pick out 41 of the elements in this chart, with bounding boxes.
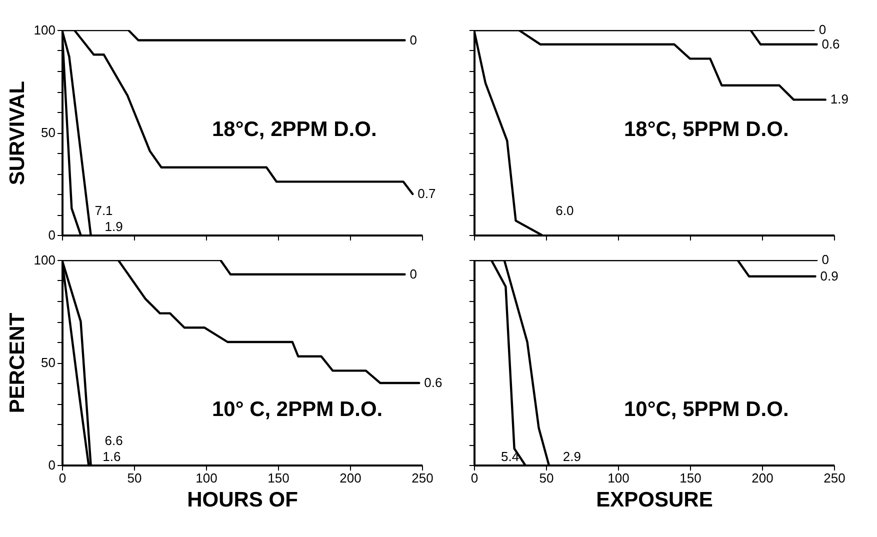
x-tick-label: 150	[680, 470, 702, 486]
y-tick-label: 0	[48, 458, 56, 472]
y-tick-label: 100	[34, 22, 56, 38]
x-tick-label: 200	[340, 470, 362, 486]
x-tick-label: 150	[268, 470, 290, 486]
x-tick-label: 100	[608, 470, 630, 486]
series-label: 1.9	[104, 219, 123, 234]
series-label: 0	[410, 32, 417, 48]
x-tick-label: 50	[127, 470, 142, 486]
x-tick-label: 200	[752, 470, 774, 486]
series-label: 1.9	[830, 92, 848, 107]
x-tick-label: 0	[58, 470, 66, 486]
series-label: 0.6	[822, 36, 840, 52]
text: 10° C, 2PPM D.O.	[212, 398, 383, 421]
y-tick-label: 50	[41, 125, 56, 140]
x-tick-label: 100	[196, 470, 218, 486]
series-label: 1.6	[102, 449, 121, 464]
x-tick-label: 0	[470, 470, 478, 486]
series-label: 0	[818, 22, 826, 37]
y-tick-label: 100	[34, 252, 56, 268]
y-tick-label: 50	[41, 355, 56, 370]
series-label: 0	[822, 252, 829, 267]
series-label: 0.7	[418, 186, 436, 201]
x-axis-title: EXPOSURE	[596, 488, 713, 512]
series-label: 6.0	[556, 203, 574, 218]
y-tick-label: 0	[48, 228, 56, 242]
text: 18°C, 5PPM D.O.	[624, 118, 789, 141]
y-axis-title: PERCENT	[6, 312, 29, 414]
x-tick-label: 250	[412, 470, 434, 486]
text: 18°C, 2PPM D.O.	[212, 118, 377, 141]
series-label: 0.6	[424, 375, 442, 390]
series-label: 6.6	[104, 433, 123, 448]
series-label: 0	[410, 266, 417, 282]
x-axis-title: HOURS OF	[187, 488, 298, 512]
y-axis-title: SURVIVAL	[6, 80, 29, 186]
text: 10°C, 5PPM D.O.	[624, 398, 789, 421]
x-tick-label: 250	[824, 470, 846, 486]
series-label: 0.9	[820, 268, 838, 284]
series-label: 2.9	[562, 449, 581, 464]
x-tick-label: 50	[539, 470, 554, 486]
series-label: 7.1	[94, 203, 113, 218]
